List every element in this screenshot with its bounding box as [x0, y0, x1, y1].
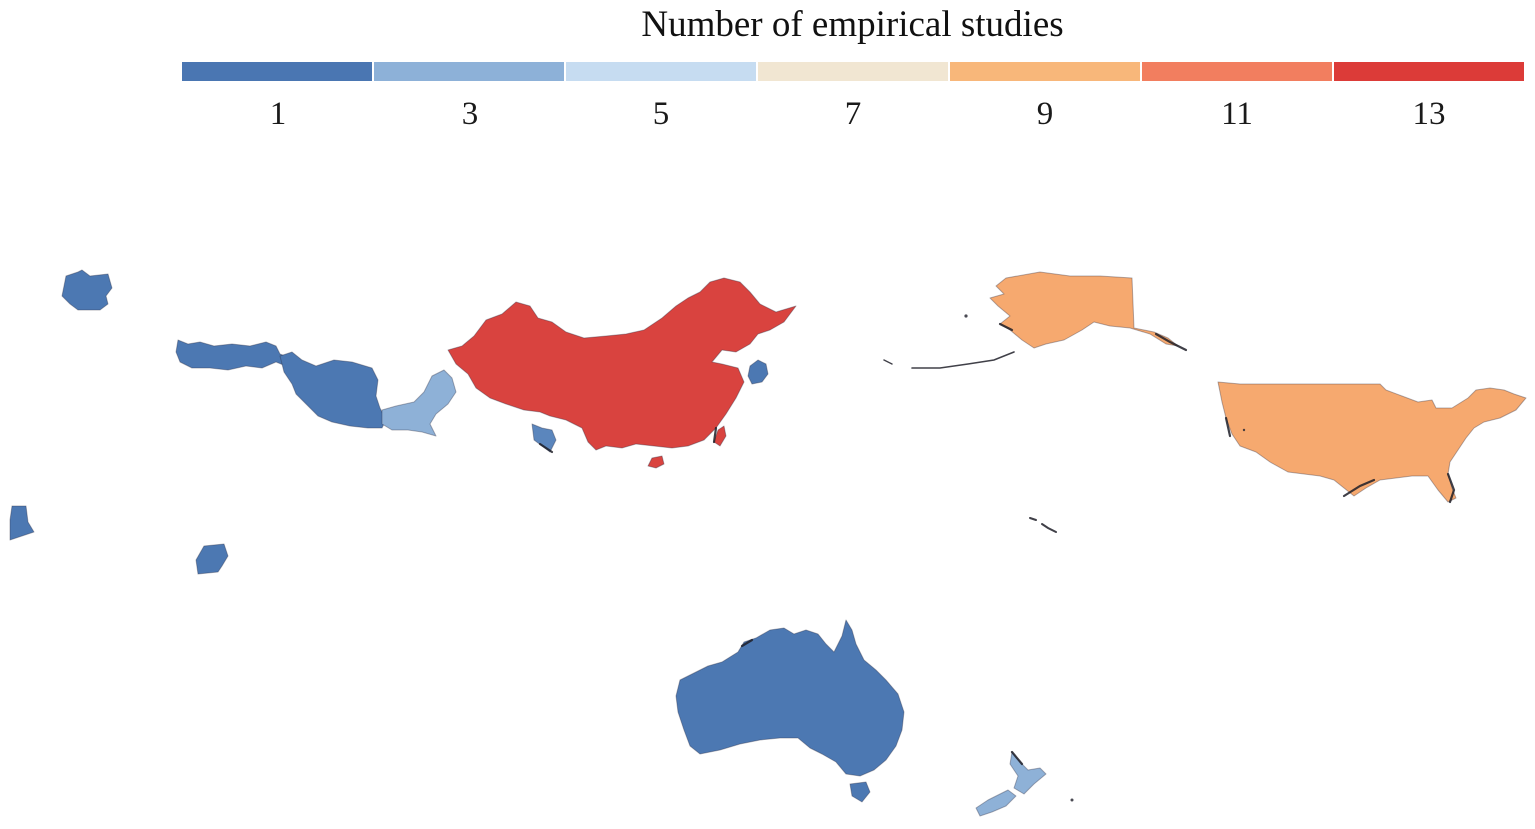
- coastline-shadow: [538, 442, 554, 454]
- legend-tick-label: 5: [652, 96, 670, 132]
- coastline-shadow: [1446, 472, 1456, 504]
- region-germany: [61, 269, 113, 311]
- coastline-shadow: [1224, 416, 1232, 438]
- legend-tick-label: 13: [1412, 96, 1446, 132]
- legend-swatch: [182, 62, 372, 81]
- legend-swatch: [1142, 62, 1332, 81]
- legend-swatch: [758, 62, 948, 81]
- region-united-states: [1217, 381, 1527, 503]
- region-hainan: [647, 455, 665, 469]
- coastline-shadow: [998, 322, 1014, 332]
- legend-tick-label: 1: [269, 96, 287, 132]
- region-australia: [675, 619, 905, 777]
- region-turkey: [175, 339, 291, 371]
- region-nigeria: [195, 543, 229, 575]
- region-china: [447, 277, 797, 451]
- legend-swatch: [566, 62, 756, 81]
- islet: [1070, 798, 1074, 802]
- region-iran: [279, 351, 387, 429]
- aleutian-islands: [911, 351, 1015, 369]
- region-bangladesh: [531, 423, 557, 453]
- coastline-shadow: [1342, 478, 1376, 498]
- legend-tick-label: 9: [1036, 96, 1054, 132]
- islet: [964, 314, 968, 318]
- coastline-shadow: [712, 426, 718, 444]
- hawaii-islands: [1029, 517, 1057, 533]
- region-south-korea: [747, 359, 769, 385]
- aleutian-islands: [883, 359, 893, 365]
- islet: [1242, 428, 1246, 432]
- legend-title: Number of empirical studies: [641, 4, 1064, 45]
- legend-swatch: [950, 62, 1140, 81]
- region-alaska: [989, 271, 1179, 349]
- coastline-shadow: [1010, 750, 1024, 766]
- region-pakistan: [381, 369, 457, 437]
- legend-swatch: [374, 62, 564, 81]
- legend-tick-label: 11: [1221, 96, 1253, 132]
- color-legend-bar: [182, 62, 1524, 81]
- legend-tick-label: 3: [461, 96, 479, 132]
- coastline-shadow: [740, 638, 754, 648]
- legend-swatch: [1334, 62, 1524, 81]
- region-tasmania: [849, 781, 871, 803]
- region-ghana: [9, 505, 35, 541]
- legend-tick-label: 7: [844, 96, 862, 132]
- region-new-zealand-north: [1009, 751, 1047, 795]
- coastline-shadow: [1154, 332, 1188, 352]
- region-new-zealand-south: [975, 789, 1017, 817]
